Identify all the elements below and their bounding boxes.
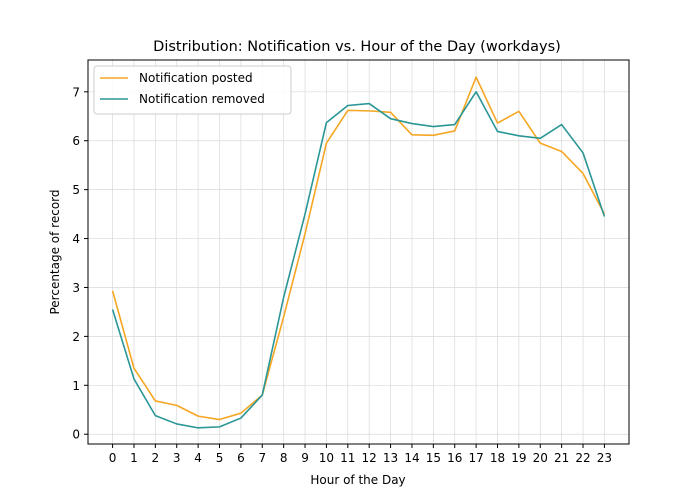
y-tick-label-7: 7 (72, 85, 80, 99)
series-line-notification-posted (111, 76, 606, 421)
legend-label-notification-removed: Notification removed (139, 92, 265, 106)
y-tick-label-6: 6 (72, 134, 80, 148)
x-tick-label-17: 17 (468, 451, 483, 465)
y-axis: 0 1 2 3 4 5 6 7 (72, 85, 88, 442)
x-tick-label-22: 22 (575, 451, 590, 465)
y-axis-label: Percentage of record (48, 189, 62, 314)
chart-title: Distribution: Notification vs. Hour of t… (153, 39, 561, 55)
series-layer (111, 76, 606, 429)
x-tick-label-16: 16 (447, 451, 462, 465)
x-tick-label-8: 8 (280, 451, 288, 465)
y-tick-label-4: 4 (72, 232, 80, 246)
x-tick-label-23: 23 (597, 451, 612, 465)
series-line-notification-removed (111, 91, 606, 429)
x-tick-label-20: 20 (533, 451, 548, 465)
x-tick-label-12: 12 (362, 451, 377, 465)
x-tick-label-19: 19 (511, 451, 526, 465)
x-tick-label-0: 0 (109, 451, 117, 465)
legend-box (93, 65, 292, 115)
y-tick-label-0: 0 (72, 428, 80, 442)
y-tick-label-5: 5 (72, 183, 80, 197)
x-tick-label-4: 4 (194, 451, 202, 465)
x-tick-label-15: 15 (426, 451, 441, 465)
y-tick-label-3: 3 (72, 281, 80, 295)
x-tick-label-6: 6 (237, 451, 245, 465)
y-tick-label-1: 1 (72, 379, 80, 393)
x-tick-label-3: 3 (173, 451, 181, 465)
grid (88, 60, 629, 444)
x-tick-label-14: 14 (404, 451, 419, 465)
x-tick-label-1: 1 (130, 451, 138, 465)
legend-label-notification-posted: Notification posted (139, 71, 253, 85)
x-tick-label-9: 9 (301, 451, 309, 465)
plot-frame (87, 59, 630, 445)
y-tick-label-2: 2 (72, 330, 80, 344)
x-tick-label-7: 7 (258, 451, 266, 465)
x-axis-label: Hour of the Day (310, 473, 405, 487)
x-tick-label-18: 18 (490, 451, 505, 465)
x-tick-label-5: 5 (216, 451, 224, 465)
x-tick-label-10: 10 (319, 451, 334, 465)
x-tick-label-11: 11 (340, 451, 355, 465)
x-tick-label-2: 2 (152, 451, 160, 465)
legend: Notification posted Notification removed (93, 65, 292, 115)
x-tick-label-13: 13 (383, 451, 398, 465)
x-tick-label-21: 21 (554, 451, 569, 465)
x-axis: 0 1 2 3 4 5 6 7 8 9 10 11 12 13 14 15 16 17 18 19 20 21 22 23 (109, 444, 612, 465)
